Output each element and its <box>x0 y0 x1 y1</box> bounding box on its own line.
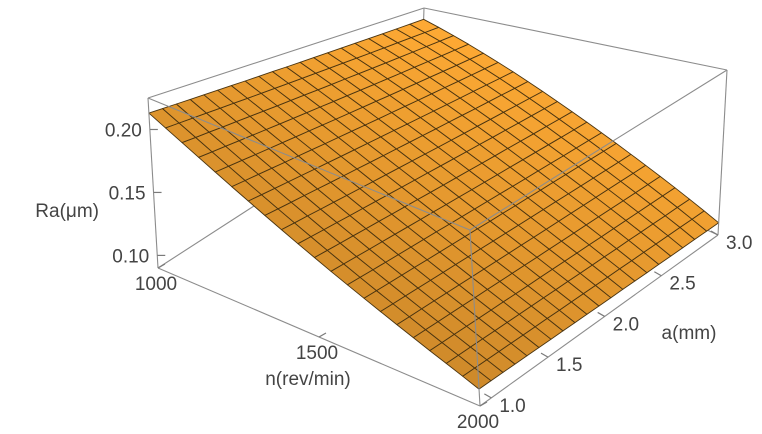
y-tick-mark <box>710 230 719 236</box>
box-edge-front <box>469 69 728 231</box>
z-axis-title: Ra(μm) <box>35 201 99 222</box>
y-tick-mark <box>540 352 549 358</box>
response-surface <box>148 18 720 390</box>
box-edge-front <box>147 97 159 269</box>
box-edge-front <box>147 97 471 231</box>
x-axis-title: n(rev/min) <box>265 369 351 390</box>
box-edge-front <box>479 234 719 407</box>
z-tick-label: 0.20 <box>105 120 142 141</box>
x-tick-label: 2000 <box>457 412 499 433</box>
z-tick-label: 0.10 <box>112 246 149 267</box>
x-tick-mark <box>157 263 166 269</box>
box-edge-back <box>423 7 728 71</box>
y-tick-label: 2.5 <box>669 274 695 295</box>
y-tick-label: 2.0 <box>613 314 639 335</box>
surface-patch <box>409 18 440 33</box>
y-tick-label: 1.5 <box>556 355 582 376</box>
x-tick-mark <box>479 401 488 407</box>
y-axis-title: a(mm) <box>662 323 717 344</box>
x-tick-label: 1500 <box>296 343 338 364</box>
x-tick-mark <box>318 332 327 338</box>
y-tick-mark <box>597 311 605 317</box>
box-edge-front <box>469 229 481 407</box>
y-tick-mark <box>484 393 492 399</box>
y-tick-label: 1.0 <box>499 396 525 417</box>
box-edge-back <box>147 7 425 99</box>
box-edge-front <box>717 69 728 236</box>
y-tick-label: 3.0 <box>726 233 752 254</box>
z-tick-label: 0.15 <box>109 183 146 204</box>
x-tick-label: 1000 <box>135 274 177 295</box>
y-tick-mark <box>654 271 662 277</box>
